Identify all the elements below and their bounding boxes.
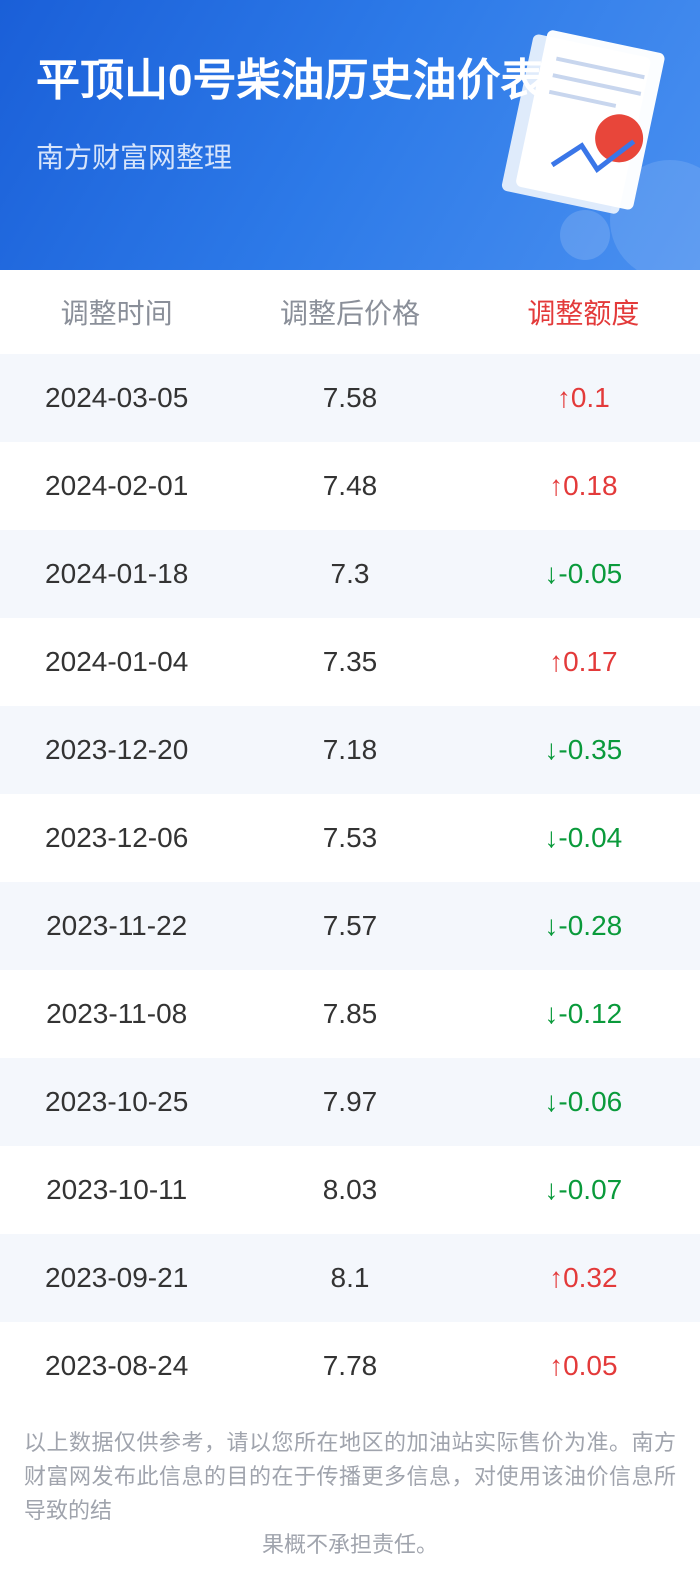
cell-date: 2023-10-25 [0, 1086, 233, 1118]
table-row: 2023-12-067.53↓-0.04 [0, 794, 700, 882]
cell-price: 7.78 [233, 1350, 466, 1382]
table-row: 2024-03-057.58↑0.1 [0, 354, 700, 442]
cell-price: 7.48 [233, 470, 466, 502]
cell-delta: ↓-0.28 [467, 910, 700, 942]
cell-delta: ↓-0.04 [467, 822, 700, 854]
cell-date: 2023-08-24 [0, 1350, 233, 1382]
table-row: 2023-08-247.78↑0.05 [0, 1322, 700, 1410]
cell-price: 7.85 [233, 998, 466, 1030]
table-header-row: 调整时间 调整后价格 调整额度 [0, 270, 700, 354]
table-row: 2023-10-257.97↓-0.06 [0, 1058, 700, 1146]
disclaimer-text-last: 果概不承担责任。 [24, 1528, 676, 1562]
table-row: 2023-09-218.1↑0.32 [0, 1234, 700, 1322]
table-row: 2023-12-207.18↓-0.35 [0, 706, 700, 794]
table-row: 2023-11-087.85↓-0.12 [0, 970, 700, 1058]
cell-date: 2024-02-01 [0, 470, 233, 502]
cell-delta: ↑0.1 [467, 382, 700, 414]
cell-date: 2023-12-06 [0, 822, 233, 854]
col-header-price: 调整后价格 [233, 292, 466, 332]
cell-price: 8.03 [233, 1174, 466, 1206]
cell-delta: ↑0.18 [467, 470, 700, 502]
cell-date: 2023-11-22 [0, 910, 233, 942]
cell-delta: ↓-0.12 [467, 998, 700, 1030]
cell-delta: ↑0.17 [467, 646, 700, 678]
cell-date: 2023-09-21 [0, 1262, 233, 1294]
disclaimer: 以上数据仅供参考，请以您所在地区的加油站实际售价为准。南方财富网发布此信息的目的… [0, 1410, 700, 1586]
header-decoration [420, 0, 700, 270]
cell-delta: ↓-0.07 [467, 1174, 700, 1206]
cell-delta: ↑0.05 [467, 1350, 700, 1382]
table-row: 2024-01-187.3↓-0.05 [0, 530, 700, 618]
page-title: 平顶山0号柴油历史油价表 [36, 44, 664, 108]
price-table: 南方财富网 Southmoney.com 调整时间 调整后价格 调整额度 202… [0, 270, 700, 1410]
cell-date: 2024-03-05 [0, 382, 233, 414]
cell-delta: ↓-0.35 [467, 734, 700, 766]
page-subtitle: 南方财富网整理 [36, 136, 664, 176]
col-header-delta: 调整额度 [467, 292, 700, 332]
cell-price: 7.35 [233, 646, 466, 678]
cell-date: 2023-12-20 [0, 734, 233, 766]
cell-price: 7.97 [233, 1086, 466, 1118]
table-row: 2023-11-227.57↓-0.28 [0, 882, 700, 970]
cell-price: 7.58 [233, 382, 466, 414]
cell-date: 2023-11-08 [0, 998, 233, 1030]
cell-price: 7.18 [233, 734, 466, 766]
cell-date: 2024-01-18 [0, 558, 233, 590]
disclaimer-text-main: 以上数据仅供参考，请以您所在地区的加油站实际售价为准。南方财富网发布此信息的目的… [24, 1430, 676, 1523]
table-row: 2023-10-118.03↓-0.07 [0, 1146, 700, 1234]
table-row: 2024-01-047.35↑0.17 [0, 618, 700, 706]
cell-delta: ↓-0.05 [467, 558, 700, 590]
cell-price: 7.53 [233, 822, 466, 854]
cell-price: 7.57 [233, 910, 466, 942]
cell-delta: ↑0.32 [467, 1262, 700, 1294]
table-row: 2024-02-017.48↑0.18 [0, 442, 700, 530]
cell-price: 8.1 [233, 1262, 466, 1294]
cell-delta: ↓-0.06 [467, 1086, 700, 1118]
cell-date: 2024-01-04 [0, 646, 233, 678]
col-header-date: 调整时间 [0, 292, 233, 332]
header-banner: 平顶山0号柴油历史油价表 南方财富网整理 [0, 0, 700, 270]
cell-price: 7.3 [233, 558, 466, 590]
cell-date: 2023-10-11 [0, 1174, 233, 1206]
